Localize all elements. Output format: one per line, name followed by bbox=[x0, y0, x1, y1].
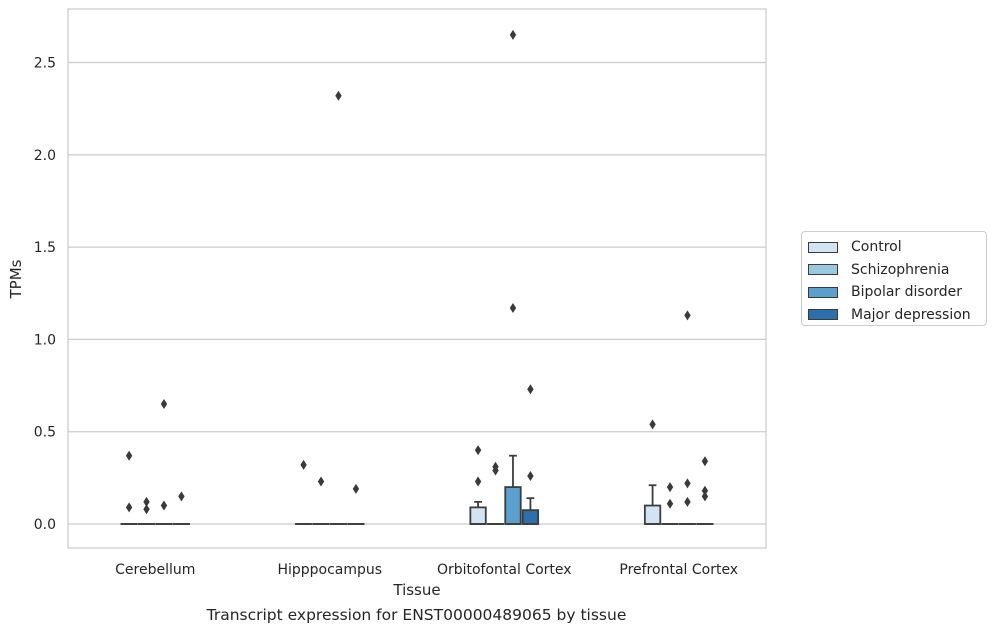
grid-lines bbox=[68, 61, 766, 525]
box-group bbox=[172, 491, 191, 525]
box-group bbox=[329, 90, 348, 525]
box-group bbox=[294, 459, 313, 525]
outlier-point bbox=[509, 303, 517, 314]
box-group bbox=[696, 456, 714, 525]
box-group bbox=[469, 445, 487, 525]
box-group bbox=[643, 419, 662, 525]
box bbox=[521, 509, 540, 525]
outlier-point bbox=[684, 478, 691, 489]
outlier-point bbox=[335, 90, 342, 101]
box bbox=[504, 486, 522, 525]
legend-item-schizophrenia: Schizophrenia bbox=[808, 259, 986, 282]
outlier-point bbox=[684, 496, 691, 507]
outlier-point bbox=[474, 445, 482, 456]
legend-label-bipolar-disorder: Bipolar disorder bbox=[851, 284, 963, 301]
legend-swatch-schizophrenia bbox=[808, 264, 838, 276]
y-tick-label: 1.5 bbox=[34, 240, 56, 256]
outlier-point bbox=[125, 502, 133, 513]
legend-label-control: Control bbox=[851, 239, 902, 256]
outlier-point bbox=[509, 29, 517, 40]
box-plot-series bbox=[120, 29, 714, 525]
y-axis-ticks: 0.0 0.5 1.0 1.5 2.0 2.5 bbox=[34, 56, 56, 533]
y-tick-label: 0.5 bbox=[34, 425, 56, 441]
outlier-point bbox=[317, 476, 325, 487]
x-tick-label: Prefrontal Cortex bbox=[619, 562, 738, 578]
x-tick-label: Orbitofontal Cortex bbox=[437, 562, 572, 578]
outlier-point bbox=[352, 483, 360, 494]
outlier-point bbox=[125, 450, 133, 461]
box-group bbox=[137, 496, 156, 525]
legend-swatch-control bbox=[808, 241, 838, 253]
y-tick-label: 2.0 bbox=[34, 148, 56, 164]
legend-item-control: Control bbox=[808, 236, 986, 259]
box-group bbox=[120, 450, 138, 525]
outlier-point bbox=[178, 491, 185, 502]
y-tick-label: 2.5 bbox=[34, 56, 56, 72]
legend-item-bipolar-disorder: Bipolar disorder bbox=[808, 281, 986, 304]
box-group bbox=[312, 476, 330, 525]
legend-swatch-bipolar-disorder bbox=[808, 286, 838, 298]
legend-item-major-depression: Major depression bbox=[808, 304, 986, 327]
box bbox=[469, 506, 487, 525]
legend-label-major-depression: Major depression bbox=[851, 306, 971, 323]
outlier-point bbox=[143, 496, 150, 507]
outlier-point bbox=[684, 310, 691, 321]
legend: Control Schizophrenia Bipolar disorder M… bbox=[801, 231, 987, 326]
x-tick-label: Cerebellum bbox=[115, 562, 195, 578]
outlier-point bbox=[701, 456, 709, 467]
box-group bbox=[661, 482, 679, 525]
y-tick-label: 1.0 bbox=[34, 332, 56, 348]
box-group bbox=[521, 384, 540, 525]
outlier-point bbox=[649, 419, 656, 430]
outlier-point bbox=[160, 399, 168, 410]
outlier-point bbox=[527, 471, 534, 482]
box-group bbox=[486, 461, 505, 525]
legend-label-schizophrenia: Schizophrenia bbox=[851, 261, 950, 278]
outlier-point bbox=[666, 498, 674, 509]
outlier-point bbox=[527, 384, 534, 395]
x-axis-ticks: Cerebellum Hipppocampus Orbitofontal Corte… bbox=[115, 562, 738, 578]
box-group bbox=[504, 29, 522, 525]
outlier-point bbox=[143, 504, 150, 515]
outlier-point bbox=[492, 461, 499, 472]
outlier-point bbox=[666, 482, 674, 493]
outlier-point bbox=[300, 459, 307, 470]
box-group bbox=[155, 399, 173, 525]
figure-caption: Transcript expression for ENST0000048906… bbox=[206, 606, 627, 624]
box bbox=[643, 504, 662, 525]
outlier-point bbox=[701, 485, 709, 496]
box-group bbox=[678, 310, 697, 525]
box-group bbox=[347, 483, 365, 525]
legend-swatch-major-depression bbox=[808, 309, 838, 321]
x-tick-label: Hipppocampus bbox=[277, 562, 382, 578]
x-axis-label: Tissue bbox=[392, 581, 440, 599]
outlier-point bbox=[474, 476, 482, 487]
outlier-point bbox=[160, 500, 168, 511]
outlier-point bbox=[701, 491, 709, 502]
y-tick-label: 0.0 bbox=[34, 517, 56, 533]
y-axis-label: TPMs bbox=[7, 259, 25, 299]
plot-area-frame bbox=[67, 8, 767, 549]
